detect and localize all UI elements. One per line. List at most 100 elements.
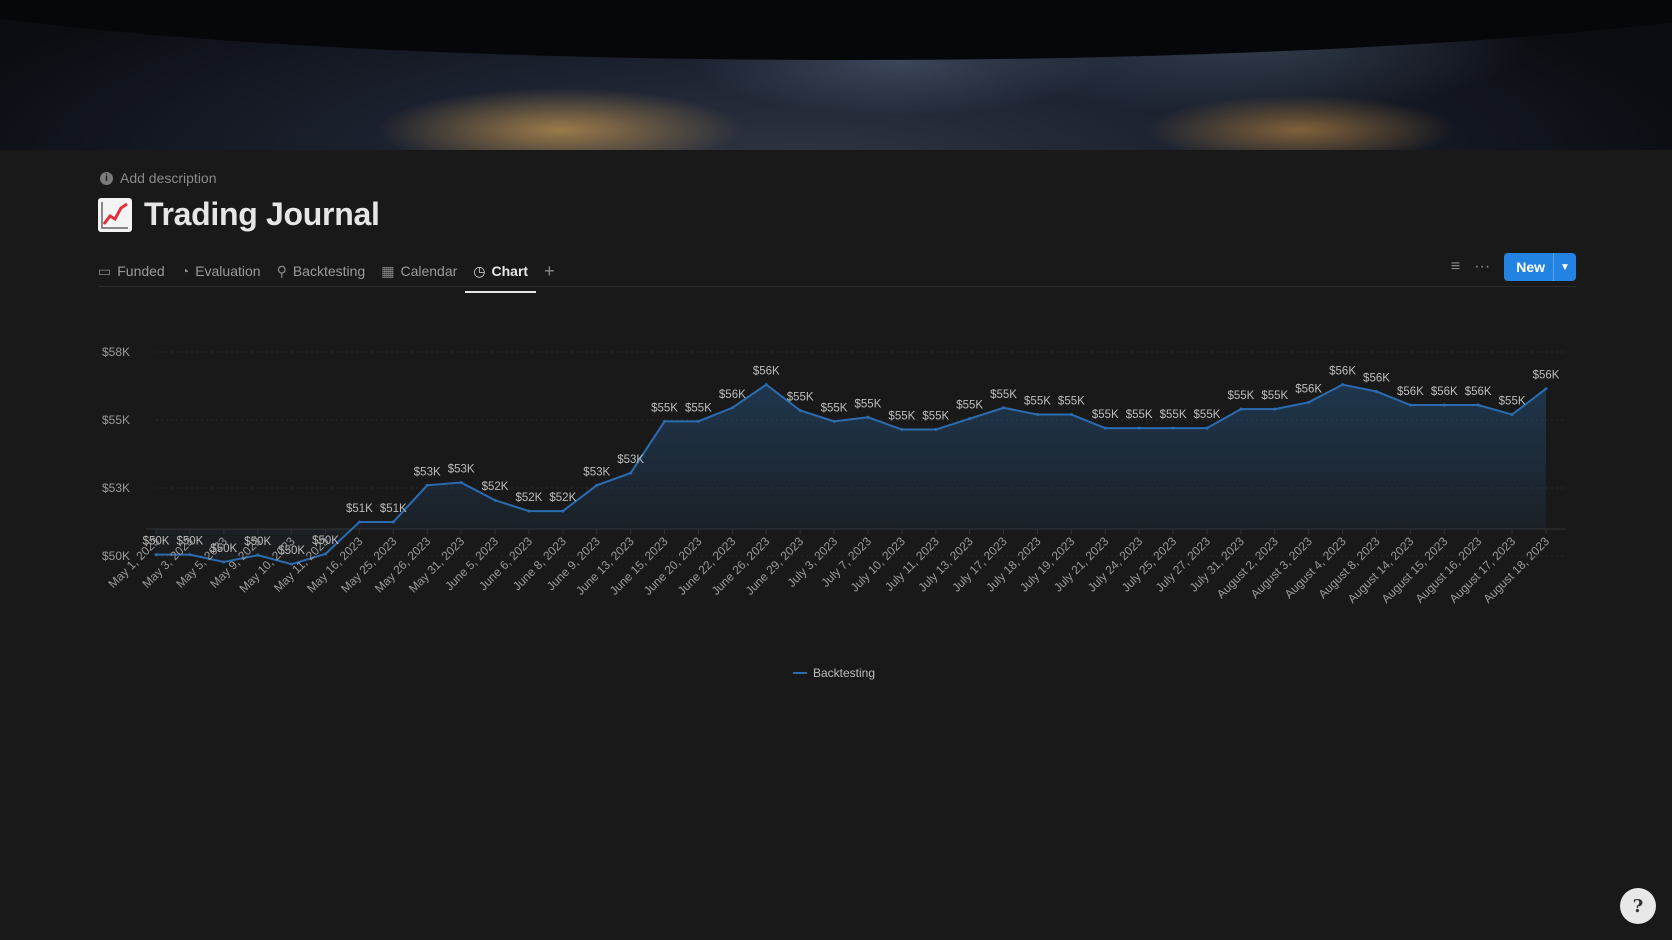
data-label: $56K [1533, 370, 1560, 382]
data-point [595, 483, 599, 487]
data-point [1205, 426, 1209, 430]
data-label: $56K [1397, 386, 1424, 398]
data-point [866, 415, 870, 419]
tab-evaluation-label: Evaluation [195, 263, 261, 279]
data-point [900, 428, 904, 432]
database-toolbar: ≡ ··· New ▼ [1451, 253, 1576, 281]
filter-icon[interactable]: ≡ [1450, 258, 1461, 275]
add-description-label: Add description [120, 170, 217, 186]
data-point [764, 383, 768, 387]
tab-backtesting[interactable]: ⚲ Backtesting [277, 255, 366, 287]
data-label: $55K [888, 411, 915, 423]
page-header: Trading Journal [98, 196, 380, 233]
data-label: $50K [244, 536, 271, 548]
data-label: $55K [1024, 396, 1051, 408]
data-label: $55K [1194, 409, 1221, 421]
data-point [1171, 426, 1175, 430]
data-label: $56K [1431, 386, 1458, 398]
data-label: $50K [143, 536, 170, 548]
cover-space-edge [0, 0, 1672, 60]
data-point [1544, 387, 1548, 391]
clock-icon: ◔ [180, 263, 190, 279]
data-label: $55K [651, 402, 678, 414]
data-point [154, 553, 158, 557]
data-point [357, 520, 361, 524]
y-tick-label: $58K [102, 345, 130, 359]
view-tabs: ▭ Funded ◔ Evaluation ⚲ Backtesting ▦ Ca… [98, 255, 555, 293]
data-label: $53K [617, 454, 644, 466]
data-point [290, 562, 294, 566]
data-point [696, 419, 700, 423]
chart-increasing-icon[interactable] [98, 197, 132, 232]
data-label: $55K [990, 389, 1017, 401]
tab-calendar[interactable]: ▦ Calendar [381, 255, 457, 287]
new-button-label[interactable]: New [1516, 259, 1545, 275]
data-point [561, 509, 565, 513]
data-label: $52K [482, 481, 509, 493]
data-label: $50K [312, 535, 339, 547]
pin-icon: ⚲ [276, 262, 287, 279]
new-button: New ▼ [1504, 253, 1576, 281]
data-label: $51K [346, 503, 373, 515]
data-point [1273, 407, 1277, 411]
more-options-icon[interactable]: ··· [1474, 258, 1491, 275]
data-point [934, 428, 938, 432]
data-label: $55K [1058, 396, 1085, 408]
tab-evaluation[interactable]: ◔ Evaluation [181, 255, 261, 287]
tab-calendar-label: Calendar [400, 263, 458, 279]
data-point [968, 417, 972, 421]
data-point [1408, 403, 1412, 407]
data-point [527, 509, 531, 513]
data-label: $55K [1261, 390, 1288, 402]
add-view-icon[interactable]: + [544, 260, 555, 281]
data-point [832, 419, 836, 423]
page-title[interactable]: Trading Journal [144, 196, 380, 232]
data-point [1307, 400, 1311, 404]
tab-backtesting-label: Backtesting [292, 263, 366, 279]
data-point [663, 419, 667, 423]
data-label: $52K [549, 492, 576, 504]
help-icon[interactable]: ? [1620, 888, 1656, 924]
add-description[interactable]: i Add description [100, 170, 217, 186]
data-label: $56K [719, 389, 746, 401]
data-label: $55K [956, 400, 983, 412]
data-point [391, 520, 395, 524]
data-point [1239, 407, 1243, 411]
data-point [1002, 406, 1006, 410]
info-icon: i [100, 171, 113, 185]
data-point [1341, 383, 1345, 387]
data-point [493, 498, 497, 502]
data-point [1374, 389, 1378, 393]
data-point [1137, 426, 1141, 430]
card-icon: ▭ [98, 262, 112, 279]
data-point [188, 553, 192, 557]
data-label: $55K [821, 402, 848, 414]
data-label: $55K [1499, 396, 1526, 408]
data-label: $55K [922, 411, 949, 423]
y-tick-label: $55K [102, 413, 130, 427]
data-point [730, 406, 734, 410]
data-label: $55K [1092, 409, 1119, 421]
series-area [156, 384, 1546, 565]
tabs-divider [98, 286, 1576, 287]
data-label: $50K [176, 536, 203, 548]
data-point [1035, 413, 1039, 417]
tab-chart[interactable]: ◷ Chart [465, 255, 536, 293]
data-label: $56K [1329, 366, 1356, 378]
y-tick-label: $53K [102, 481, 130, 495]
data-label: $55K [1126, 409, 1153, 421]
data-label: $51K [380, 503, 407, 515]
data-point [1510, 413, 1514, 417]
data-label: $50K [278, 545, 305, 557]
data-label: $55K [685, 402, 712, 414]
tab-funded[interactable]: ▭ Funded [98, 255, 165, 287]
legend-label: Backtesting [813, 666, 875, 680]
chevron-down-icon[interactable]: ▼ [1553, 253, 1576, 281]
data-point [1442, 403, 1446, 407]
data-label: $56K [1295, 383, 1322, 395]
data-label: $55K [787, 391, 814, 403]
data-point [1476, 403, 1480, 407]
cover-image[interactable] [0, 0, 1672, 150]
data-label: $55K [1227, 390, 1254, 402]
tab-chart-label: Chart [491, 263, 529, 279]
